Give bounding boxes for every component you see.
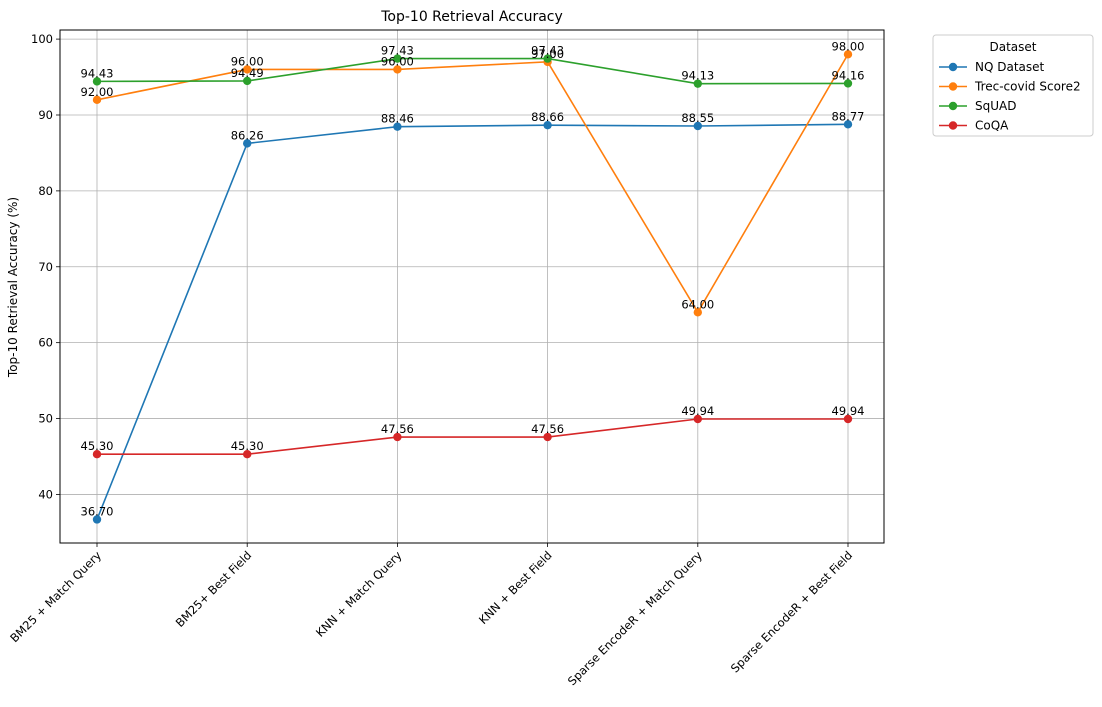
legend-label: NQ Dataset xyxy=(975,60,1045,74)
data-point xyxy=(693,308,702,317)
data-point xyxy=(92,515,102,524)
series-trec-covid-score2 xyxy=(92,50,853,317)
legend-box xyxy=(932,34,1094,137)
data-point xyxy=(92,95,102,105)
y-tick-label: 50 xyxy=(38,412,53,426)
y-tick-label: 100 xyxy=(31,32,53,46)
data-label: 97.43 xyxy=(531,44,564,58)
y-tick-label: 60 xyxy=(38,336,53,350)
y-tick-label: 90 xyxy=(38,108,53,122)
y-axis-label: Top-10 Retrieval Accuracy (%) xyxy=(6,197,20,378)
data-labels: 36.70 86.26 88.46 88.66 88.55 88.77 92.00 96.00… xyxy=(81,39,865,518)
data-label: 49.94 xyxy=(681,404,714,418)
x-tick-label: BM25+ Best Field xyxy=(173,548,255,630)
x-axis-ticks: BM25 + Match Query BM25+ Best Field KNN + … xyxy=(7,543,855,688)
legend-marker xyxy=(948,82,958,91)
y-tick-label: 80 xyxy=(38,184,53,198)
data-point xyxy=(843,79,853,88)
data-point xyxy=(843,50,853,59)
plot-frame xyxy=(59,29,885,544)
data-point xyxy=(693,79,702,88)
data-label: 36.70 xyxy=(81,504,114,518)
x-tick-label: KNN + Match Query xyxy=(313,548,405,640)
series-line xyxy=(96,57,849,85)
data-label: 97.43 xyxy=(381,44,414,58)
data-label: 86.26 xyxy=(231,128,264,142)
legend-item: CoQA xyxy=(939,119,1009,133)
data-label: 94.43 xyxy=(81,66,114,80)
legend-item: Trec-covid Score2 xyxy=(939,80,1081,94)
data-label: 64.00 xyxy=(681,297,714,311)
data-label: 94.49 xyxy=(231,66,264,80)
legend-item: SqUAD xyxy=(939,99,1016,113)
legend: Dataset NQ Dataset Trec-covid Score2 SqUAD… xyxy=(932,34,1094,137)
data-label: 47.56 xyxy=(381,422,414,436)
legend-item: NQ Dataset xyxy=(939,60,1045,74)
x-tick-label: Sparse EncodeR + Match Query xyxy=(565,548,705,688)
data-point xyxy=(843,120,853,129)
data-label: 88.55 xyxy=(681,111,714,125)
data-point xyxy=(693,414,702,424)
y-tick-label: 40 xyxy=(38,487,53,501)
legend-marker xyxy=(948,101,958,111)
legend-label: SqUAD xyxy=(975,99,1016,113)
chart-title: Top-10 Retrieval Accuracy xyxy=(380,9,563,25)
data-point xyxy=(393,432,402,442)
data-point xyxy=(843,414,853,424)
x-tick-label: KNN + Best Field xyxy=(476,548,555,627)
data-point xyxy=(243,65,252,74)
series-line xyxy=(96,123,849,520)
data-label: 96.00 xyxy=(381,54,414,68)
data-point xyxy=(393,65,402,74)
data-label: 88.77 xyxy=(832,109,865,123)
x-tick-label: Sparse EncodeR + Best Field xyxy=(728,548,855,675)
data-label: 47.56 xyxy=(531,422,564,436)
data-label: 98.00 xyxy=(832,39,865,53)
data-point xyxy=(92,77,102,86)
series-line xyxy=(97,418,848,456)
series-group xyxy=(92,50,853,524)
data-point xyxy=(243,450,252,459)
series-nq-dataset xyxy=(92,120,853,524)
series-coqa xyxy=(92,414,853,459)
data-point xyxy=(243,139,252,148)
data-point xyxy=(693,121,702,131)
data-label: 92.00 xyxy=(81,85,114,99)
legend-marker xyxy=(948,62,958,72)
x-tick-label: BM25 + Match Query xyxy=(7,548,104,645)
series-squad xyxy=(92,54,853,88)
legend-label: Trec-covid Score2 xyxy=(974,80,1081,94)
grid-lines xyxy=(60,30,884,543)
data-label: 49.94 xyxy=(832,404,865,418)
series-line xyxy=(96,53,849,314)
data-point xyxy=(243,76,252,86)
legend-label: CoQA xyxy=(975,119,1009,133)
legend-marker xyxy=(948,121,958,130)
data-label: 97.00 xyxy=(531,47,564,61)
legend-title: Dataset xyxy=(990,40,1037,54)
data-point xyxy=(543,120,552,130)
data-label: 45.30 xyxy=(81,439,114,453)
y-axis-ticks: 40 50 60 70 80 90 100 xyxy=(31,32,60,501)
data-label: 94.13 xyxy=(681,69,714,83)
y-tick-label: 70 xyxy=(38,260,53,274)
data-point xyxy=(543,54,552,63)
data-label: 96.00 xyxy=(231,54,264,68)
data-label: 45.30 xyxy=(231,439,264,453)
data-label: 88.46 xyxy=(381,112,414,126)
data-point xyxy=(393,54,402,63)
data-point xyxy=(92,450,102,459)
data-point xyxy=(393,122,402,131)
data-point xyxy=(543,432,552,442)
data-label: 94.16 xyxy=(832,68,865,82)
data-label: 88.66 xyxy=(531,110,564,124)
